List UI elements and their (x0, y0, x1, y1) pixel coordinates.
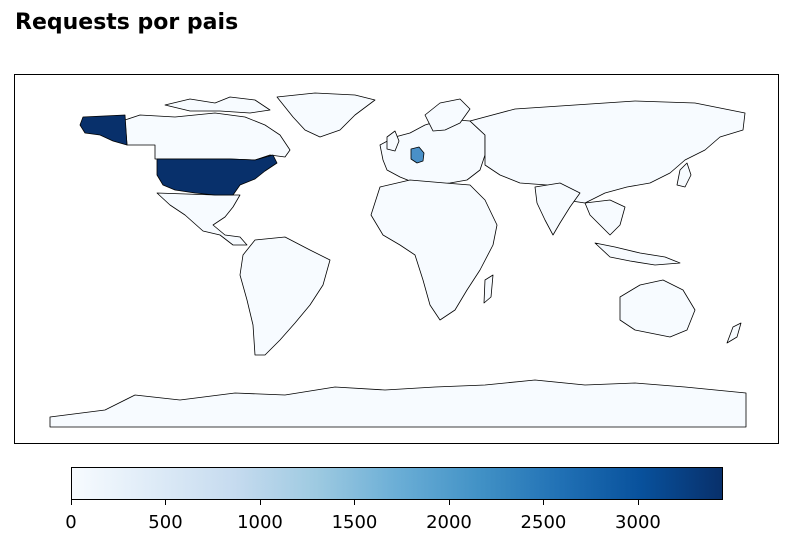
colorbar-tick-label: 3000 (615, 512, 661, 533)
colorbar-tick (354, 500, 356, 505)
colorbar-tick-label: 500 (148, 512, 183, 533)
region-europe (379, 118, 486, 186)
region-madagascar (483, 274, 494, 304)
colorbar (71, 467, 723, 500)
colorbar-tick (259, 500, 261, 505)
colorbar-tick-label: 0 (65, 512, 77, 533)
world-map (49, 92, 747, 428)
region-south-america (239, 236, 331, 356)
colorbar-tick (637, 500, 639, 505)
colorbar-tick (165, 500, 167, 505)
region-australia (619, 279, 696, 338)
region-new-zealand (726, 322, 742, 344)
region-scandinavia (424, 98, 471, 132)
colorbar-tick (71, 500, 72, 505)
region-asia (469, 100, 746, 204)
region-india (534, 182, 581, 236)
colorbar-tick-label: 1000 (237, 512, 283, 533)
region-greenland (276, 92, 376, 138)
region-arctic-islands (164, 96, 271, 114)
region-se-asia (584, 199, 626, 236)
colorbar-tick (448, 500, 450, 505)
region-mexico (156, 192, 248, 246)
region-alaska (79, 114, 128, 146)
colorbar-tick-label: 1500 (331, 512, 378, 533)
region-united-states (156, 154, 278, 196)
region-uk (386, 130, 400, 152)
region-japan (676, 162, 692, 188)
colorbar-tick (543, 500, 545, 505)
colorbar-tick-label: 2500 (520, 512, 567, 533)
colorbar-tick-label: 2000 (426, 512, 472, 533)
region-germany (410, 146, 425, 164)
region-canada (124, 112, 291, 161)
region-antarctica (49, 379, 747, 428)
region-indonesia (594, 242, 681, 266)
map-frame (14, 74, 779, 444)
region-africa (370, 179, 498, 321)
chart-title: Requests por pais (15, 10, 239, 35)
